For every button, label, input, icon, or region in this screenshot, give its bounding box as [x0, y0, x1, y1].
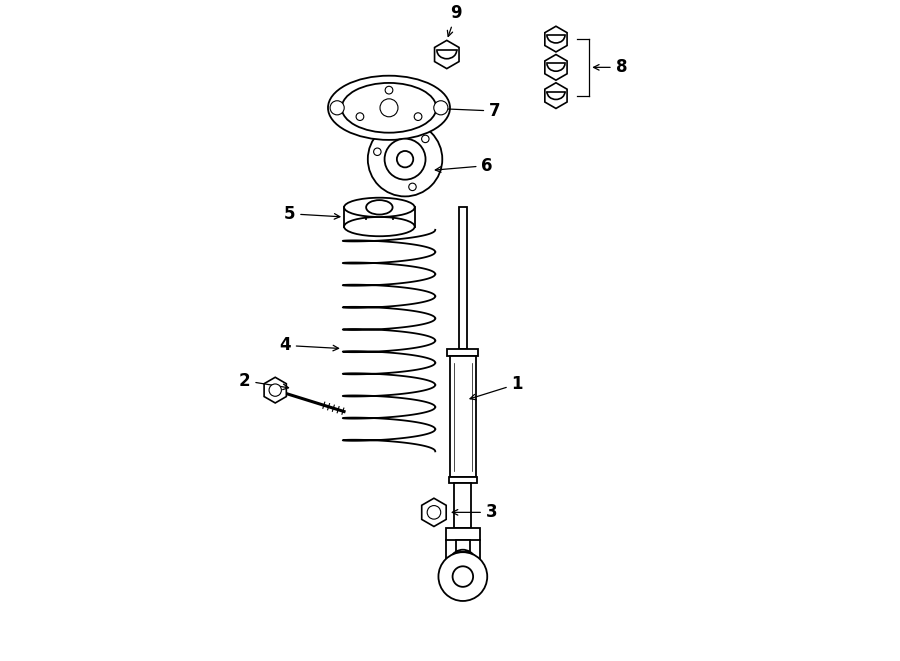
- Circle shape: [434, 100, 448, 115]
- Circle shape: [269, 384, 282, 397]
- Text: 6: 6: [436, 157, 493, 175]
- Circle shape: [414, 113, 422, 120]
- Circle shape: [330, 100, 344, 115]
- Bar: [449, 477, 477, 483]
- Circle shape: [374, 148, 381, 155]
- Ellipse shape: [328, 76, 450, 140]
- Circle shape: [453, 566, 473, 587]
- Text: 8: 8: [593, 58, 627, 77]
- Circle shape: [380, 98, 398, 117]
- Bar: [446, 528, 480, 540]
- Circle shape: [385, 87, 392, 94]
- Circle shape: [438, 552, 487, 601]
- Text: 5: 5: [284, 205, 340, 223]
- Ellipse shape: [344, 217, 415, 236]
- Text: 4: 4: [279, 336, 338, 354]
- Text: 3: 3: [453, 504, 498, 522]
- Polygon shape: [544, 54, 567, 80]
- Bar: [450, 356, 476, 477]
- Circle shape: [421, 135, 429, 143]
- Polygon shape: [544, 83, 567, 108]
- Text: 2: 2: [238, 371, 289, 390]
- Bar: [459, 208, 467, 348]
- Circle shape: [384, 139, 426, 180]
- Text: 1: 1: [470, 375, 523, 400]
- Circle shape: [356, 113, 364, 120]
- Circle shape: [397, 151, 413, 167]
- Circle shape: [409, 183, 416, 190]
- Bar: [454, 483, 472, 528]
- Ellipse shape: [342, 83, 436, 133]
- Ellipse shape: [366, 200, 392, 215]
- Polygon shape: [435, 40, 459, 69]
- Text: 7: 7: [424, 102, 500, 120]
- Bar: [456, 540, 470, 552]
- Ellipse shape: [344, 198, 415, 217]
- Polygon shape: [422, 498, 446, 526]
- Circle shape: [428, 506, 441, 519]
- Polygon shape: [264, 377, 286, 403]
- Text: 9: 9: [447, 4, 463, 36]
- Bar: [447, 348, 478, 356]
- Polygon shape: [544, 26, 567, 52]
- Circle shape: [368, 122, 442, 196]
